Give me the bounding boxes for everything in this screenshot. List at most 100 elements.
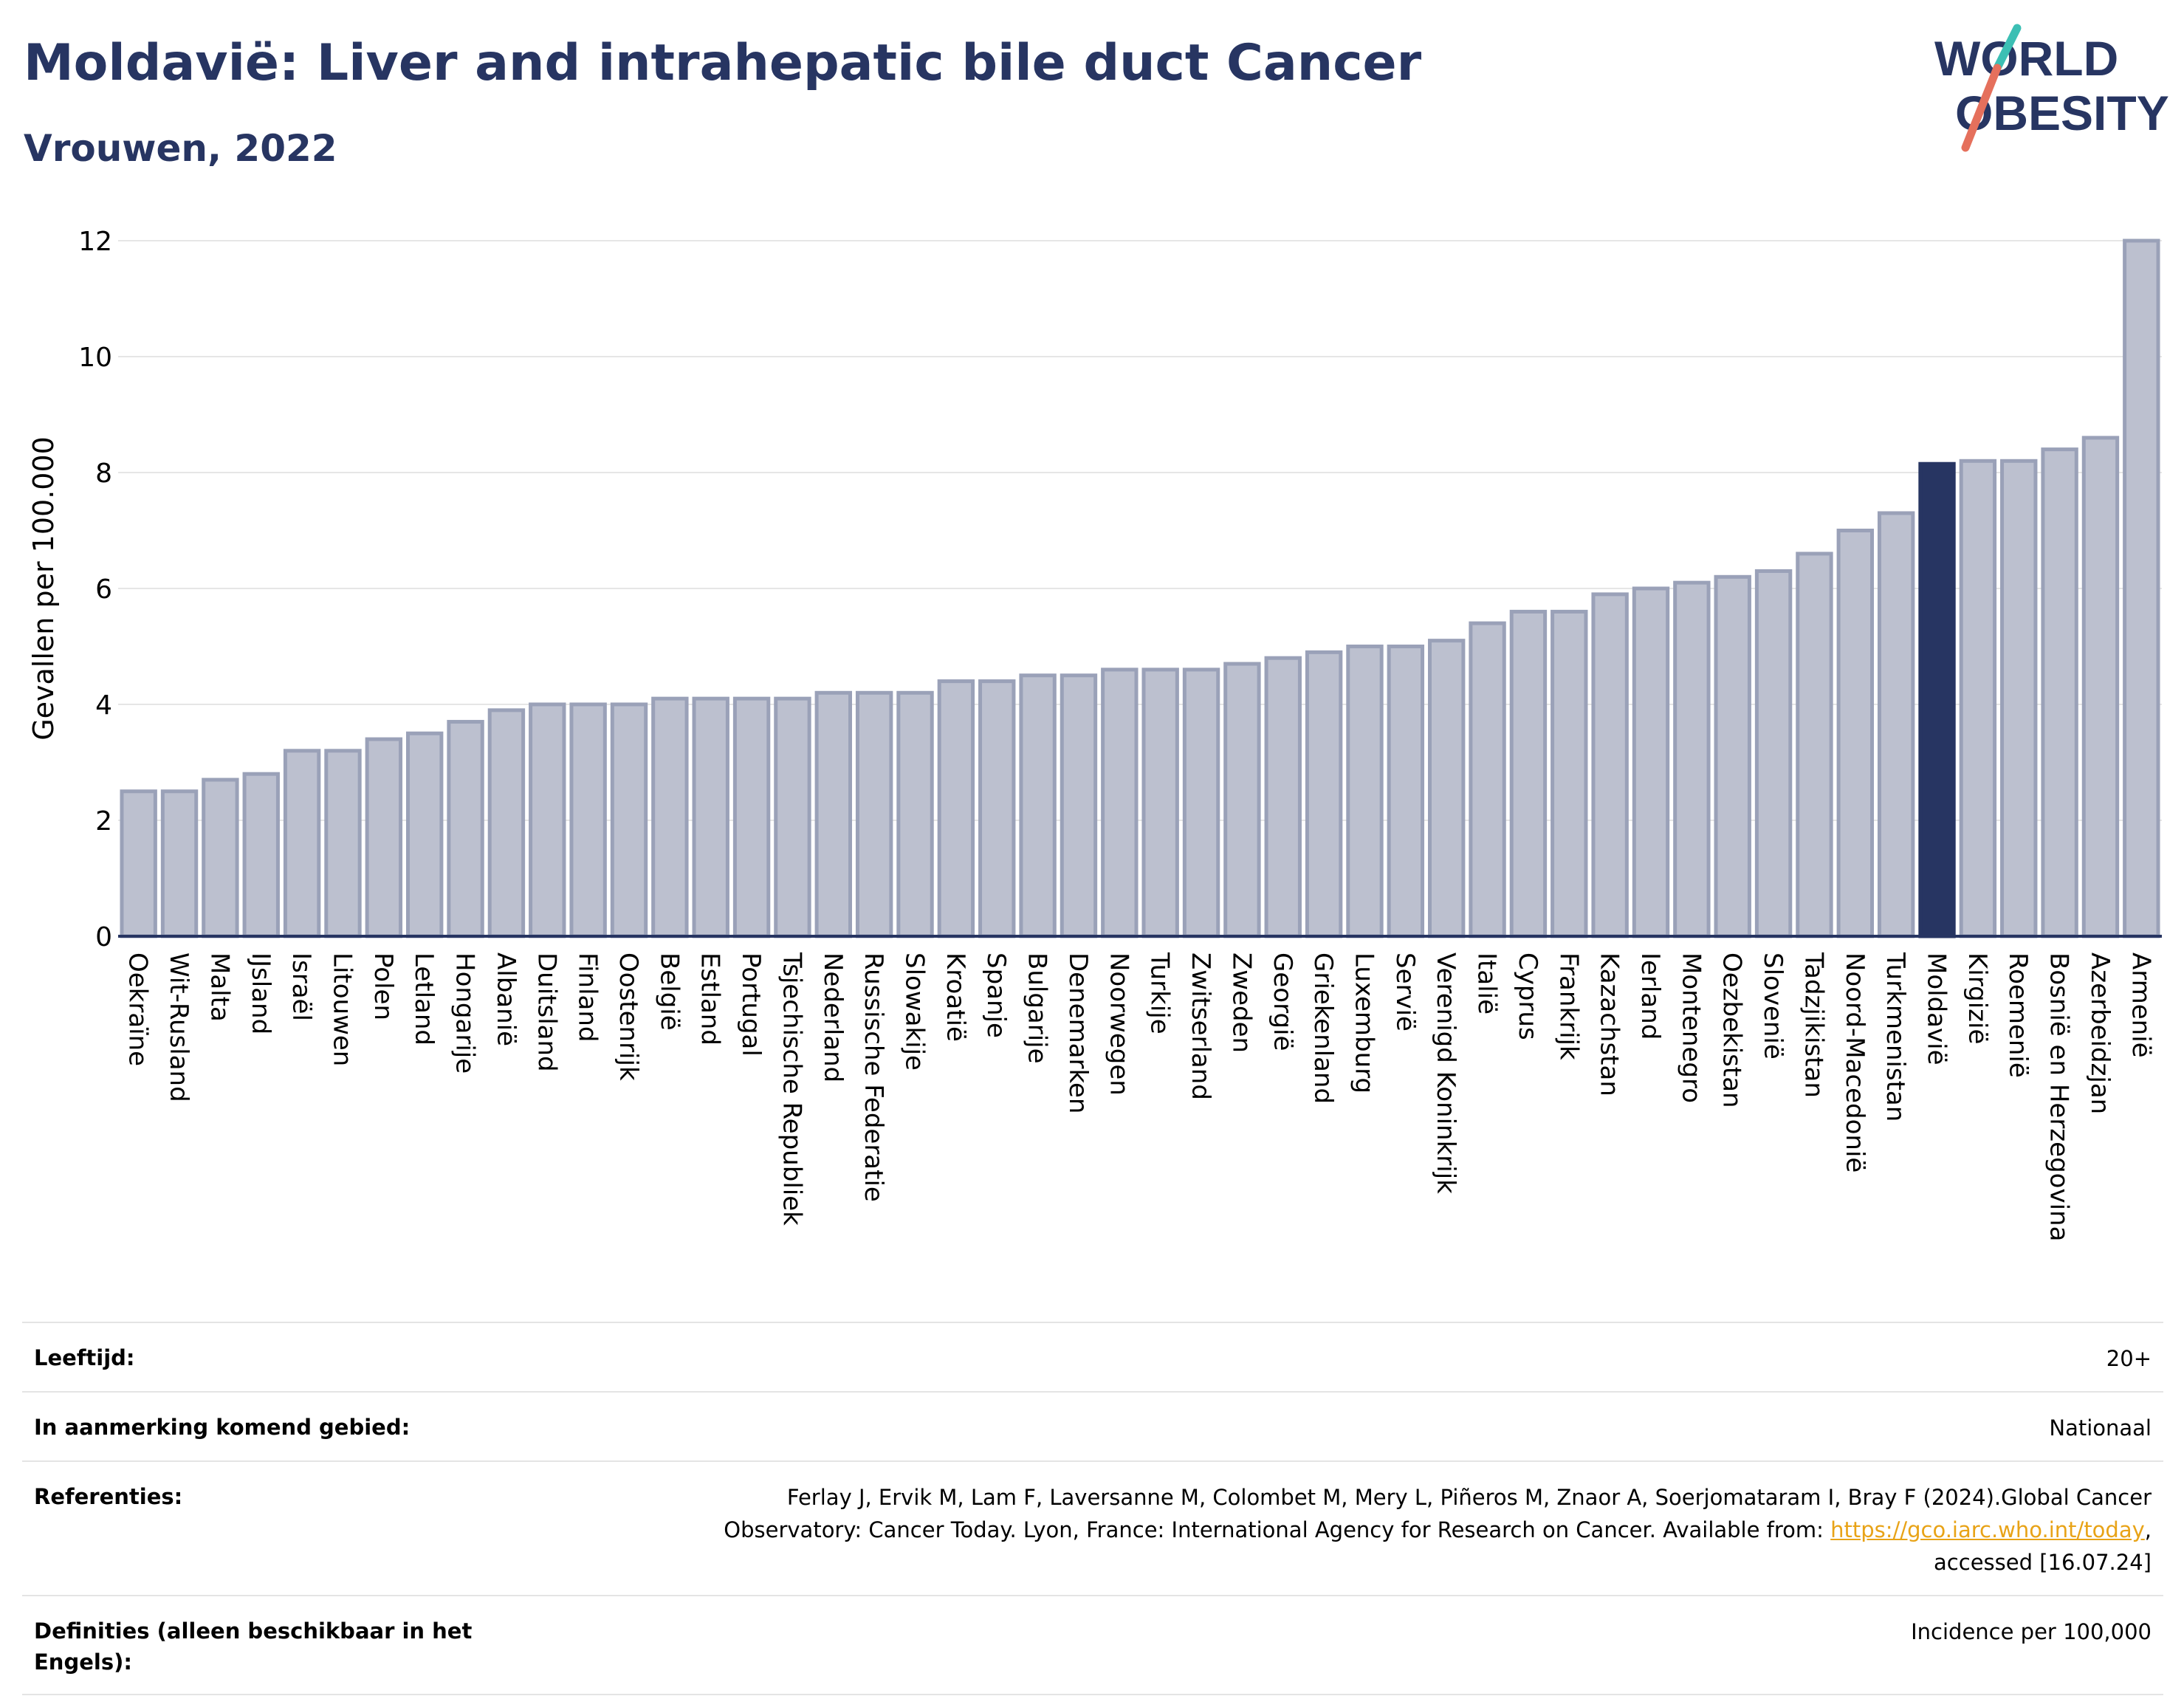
x-tick-label: Servië (1390, 952, 1420, 1031)
ref-text-3: , (2144, 1517, 2152, 1542)
x-tick-label: Bosnië en Herzegovina (2044, 952, 2074, 1241)
bar-oekraïne (120, 789, 157, 938)
logo-slash-teal (1993, 24, 2022, 72)
x-tick-label: Frankrijk (1553, 952, 1583, 1060)
bar-montenegro (1673, 580, 1711, 938)
bar-noord-macedonië (1836, 529, 1874, 938)
x-tick-label: Verenigd Koninkrijk (1431, 952, 1460, 1194)
x-tick-label: Tsjechische Republiek (777, 952, 806, 1226)
x-tick-label: Bulgarije (1023, 952, 1052, 1064)
bar-roemenië (2000, 459, 2038, 938)
x-tick-label: Azerbeidzjan (2085, 952, 2115, 1114)
x-tick-label: Ierland (1635, 952, 1665, 1040)
x-tick-label: Griekenland (1308, 952, 1338, 1104)
x-tick-label: Turkije (1145, 952, 1175, 1034)
y-tick-label: 6 (95, 574, 112, 605)
bar-litouwen (324, 749, 362, 938)
x-tick-label: Zweden (1226, 952, 1256, 1053)
bar-belgië (651, 696, 689, 938)
bar-estland (692, 696, 729, 938)
bar-cyprus (1509, 609, 1548, 938)
page-subtitle: Vrouwen, 2022 (24, 127, 337, 170)
area-label: In aanmerking komend gebied: (34, 1415, 411, 1440)
x-tick-label: Spanje (981, 952, 1011, 1038)
meta-row-definitions: Definities (alleen beschikbaar in het En… (22, 1595, 2163, 1695)
x-tick-label: Litouwen (327, 952, 357, 1066)
bar-spanje (978, 679, 1016, 938)
bar-armenië (2123, 238, 2160, 938)
bar-azerbeidzjan (2081, 436, 2120, 938)
bar-kirgizië (1959, 459, 1997, 938)
ref-text-1: Ferlay J, Ervik M, Lam F, Laversanne M, … (786, 1485, 2152, 1510)
bar-zweden (1223, 662, 1261, 938)
x-tick-label: Kirgizië (1962, 952, 1992, 1044)
x-tick-label: Noorwegen (1104, 952, 1133, 1096)
x-tick-label: Duitsland (532, 952, 561, 1072)
meta-row-references: Referenties: Ferlay J, Ervik M, Lam F, L… (22, 1460, 2163, 1595)
bar-verenigd-koninkrijk (1428, 639, 1466, 938)
definitions-value: Incidence per 100,000 (1911, 1619, 2152, 1644)
bar-kazachstan (1591, 592, 1629, 938)
bar-tsjechische-republiek (774, 696, 811, 938)
x-tick-label: Slowakije (900, 952, 930, 1071)
x-tick-label: Letland (409, 952, 439, 1046)
bar-kroatië (937, 679, 975, 938)
references-label: Referenties: (34, 1484, 183, 1509)
bar-finland (569, 702, 607, 938)
x-tick-label: Nederland (818, 952, 848, 1082)
x-tick-label: Albanië (491, 952, 521, 1046)
x-tick-label: Roemenië (2003, 952, 2033, 1078)
metadata-table: Leeftijd: 20+ In aanmerking komend gebie… (22, 1322, 2163, 1695)
bar-portugal (732, 696, 771, 938)
bar-ijsland (242, 772, 280, 938)
ref-text-4: accessed [16.07.24] (1934, 1550, 2152, 1575)
y-tick-label: 10 (78, 343, 112, 373)
x-tick-labels: Oekraïne Wit-Rusland Malta IJsland Israël Lit… (123, 952, 2156, 1241)
ref-text-2: Observatory: Cancer Today. Lyon, France:… (724, 1517, 1831, 1542)
x-tick-label: Denemarken (1063, 952, 1093, 1113)
area-value: Nationaal (2049, 1415, 2152, 1441)
meta-row-area: In aanmerking komend gebied: Nationaal (22, 1391, 2163, 1460)
x-tick-label: Slovenië (1758, 952, 1788, 1060)
y-tick-label: 12 (78, 227, 112, 257)
bar-polen (365, 737, 403, 938)
y-tick-label: 8 (95, 459, 112, 489)
x-tick-label: Noord-Macedonië (1840, 952, 1869, 1173)
x-tick-label: Estland (696, 952, 725, 1046)
x-tick-label: Armenië (2126, 952, 2155, 1058)
bar-frankrijk (1551, 609, 1588, 938)
x-tick-label: Malta (205, 952, 234, 1022)
x-tick-label: Oostenrijk (614, 952, 643, 1081)
x-tick-label: Luxemburg (1349, 952, 1378, 1094)
bar-oezbekistan (1714, 574, 1751, 938)
logo-slash-red (1961, 63, 2002, 152)
bar-hongarije (447, 720, 484, 938)
page-title: Moldavië: Liver and intrahepatic bile du… (24, 34, 1422, 92)
bar-slowakije (896, 690, 934, 938)
bar-georgië (1264, 656, 1302, 938)
bar-duitsland (529, 702, 566, 938)
y-tick-label: 0 (95, 922, 112, 952)
bar-moldavië (1918, 461, 1956, 938)
x-tick-label: Oezbekistan (1717, 952, 1747, 1108)
age-value: 20+ (2106, 1346, 2152, 1371)
x-tick-label: Kazachstan (1595, 952, 1624, 1096)
bar-turkije (1141, 667, 1179, 938)
bar-israël (283, 749, 321, 938)
ref-link[interactable]: https://gco.iarc.who.int/today (1830, 1517, 2145, 1542)
x-tick-label: Turkmenistan (1881, 952, 1910, 1122)
bar-slovenië (1754, 569, 1793, 938)
bar-oostenrijk (610, 702, 648, 938)
x-tick-label: Israël (286, 952, 316, 1021)
x-tick-label: Moldavië (1922, 952, 1951, 1065)
bar-servië (1387, 645, 1425, 938)
y-tick-label: 2 (95, 806, 112, 837)
bar-albanië (487, 708, 526, 938)
bar-chart: 0 2 4 6 8 10 12 Oekraïne Wit-Rusland Malta IJslan… (27, 227, 2162, 1241)
bar-noorwegen (1101, 667, 1139, 938)
bar-ierland (1632, 586, 1670, 938)
y-axis-label: Gevallen per 100.000 (27, 436, 60, 741)
x-tick-label: Oekraïne (123, 952, 153, 1066)
bar-bosnië-en-herzegovina (2041, 447, 2078, 938)
x-tick-label: Kroatië (941, 952, 970, 1042)
